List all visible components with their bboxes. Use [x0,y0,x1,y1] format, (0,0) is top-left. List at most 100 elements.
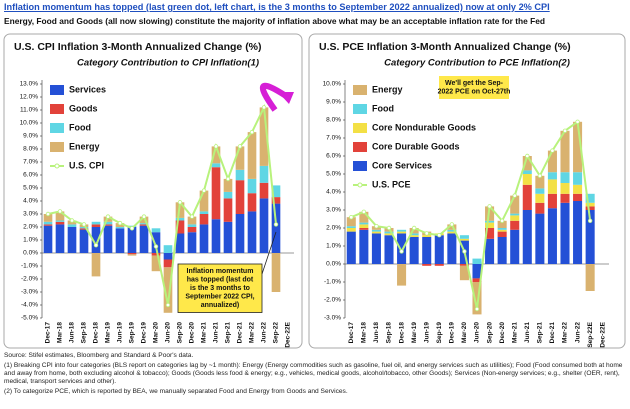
bar-segment [510,213,520,216]
annotation-box [439,76,509,99]
x-tick-label: Jun-18 [69,322,76,343]
line-point [361,209,367,214]
x-tick-label: Mar-22 [562,322,569,343]
chart-subtitle: Category Contribution to CPI Inflation(1… [77,58,259,69]
x-tick-label: Dec-21 [549,322,556,344]
bar-segment [103,225,113,253]
line-point [69,218,75,223]
bar-segment [346,228,356,232]
bar-segment [447,231,457,234]
bar-segment [247,211,257,253]
annotation-text: has topped (last dot [187,276,254,283]
legend-label: Goods [69,103,98,113]
bar-segment [235,146,245,170]
y-tick-label: 1.0% [23,237,38,244]
bar-segment [79,227,89,229]
legend-marker [357,182,363,188]
legend-label: Energy [372,84,403,94]
bar-segment [384,231,394,234]
legend-label: U.S. CPI [69,160,104,170]
bar-segment [522,184,532,210]
line-point [213,144,219,149]
y-tick-label: 1.0% [326,243,341,250]
x-tick-label: Jun-20 [165,322,172,343]
x-tick-label: Sep-21 [537,322,544,344]
y-tick-label: 2.0% [326,225,341,232]
bar-segment [187,227,197,233]
bar-segment [259,198,269,253]
bar-segment [346,231,356,264]
y-tick-label: 9.0% [23,133,38,140]
legend-label: Core Nondurable Goods [372,122,476,132]
chart-subtitle: Category Contribution to PCE Inflation(2… [384,58,570,69]
bar-segment [127,254,137,256]
y-tick-label: 7.0% [326,135,341,142]
bar-segment [139,224,149,226]
bar-segment [359,229,369,264]
legend-swatch [50,104,64,114]
bar-segment [497,220,507,228]
bar-segment [43,214,53,222]
legend-label: Food [372,103,394,113]
bar-segment [485,220,495,223]
line-point [537,173,543,178]
x-tick-label: Sep-22E [587,321,594,347]
bar-segment [43,224,53,226]
bar-segment [163,267,173,313]
bar-segment [235,169,245,181]
annotation-text: We'll get the Sep- [445,80,504,87]
bar-segment [103,224,113,226]
bar-segment [522,170,532,174]
bar-segment [91,227,101,253]
bar-segment [547,193,557,209]
bar-segment [585,202,595,207]
x-tick-label: Mar-18 [57,322,64,343]
legend-label: Food [69,122,91,132]
legend-label: Energy [69,141,100,151]
bar-segment [67,227,77,253]
bar-segment [547,150,557,173]
y-tick-label: -1.0% [21,263,38,270]
bar-segment [259,107,269,166]
bar-segment [535,175,545,189]
bar-segment [422,264,432,266]
legend-marker [54,163,60,169]
bar-segment [151,255,161,272]
bar-segment [459,265,469,281]
bar-segment [79,228,89,230]
bar-segment [510,215,520,221]
bar-segment [91,224,101,227]
annotation-text: annualized) [201,302,240,309]
y-tick-label: 2.0% [23,224,38,231]
line-point [575,119,580,124]
legend-label: U.S. PCE [372,179,411,189]
bar-segment [199,214,209,225]
x-tick-label: Sep-18 [81,322,88,344]
x-tick-label: Dec-17 [45,322,52,344]
y-tick-label: -2.0% [324,297,341,304]
bar-segment [103,216,113,222]
bar-segment [359,222,369,225]
line-point [550,148,555,153]
bar-segment [560,130,570,173]
bar-segment [259,165,269,183]
bar-segment [472,264,482,279]
annotation-arrow [261,231,277,275]
legend-label: Core Durable Goods [372,141,460,151]
bar-segment [585,206,595,210]
bar-segment [199,224,209,253]
bar-segment [434,264,444,266]
bar-segment [585,193,595,203]
line-point [386,225,392,231]
bar-segment [535,188,545,194]
bar-segment [409,228,419,234]
bar-segment [359,224,369,228]
bar-segment [409,233,419,236]
y-tick-label: 5.0% [326,171,341,178]
bar-segment [397,233,407,264]
bar-segment [151,228,161,233]
bar-segment [371,231,381,234]
line-point [201,188,207,193]
legend-swatch [353,142,367,152]
bar-segment [359,211,369,223]
